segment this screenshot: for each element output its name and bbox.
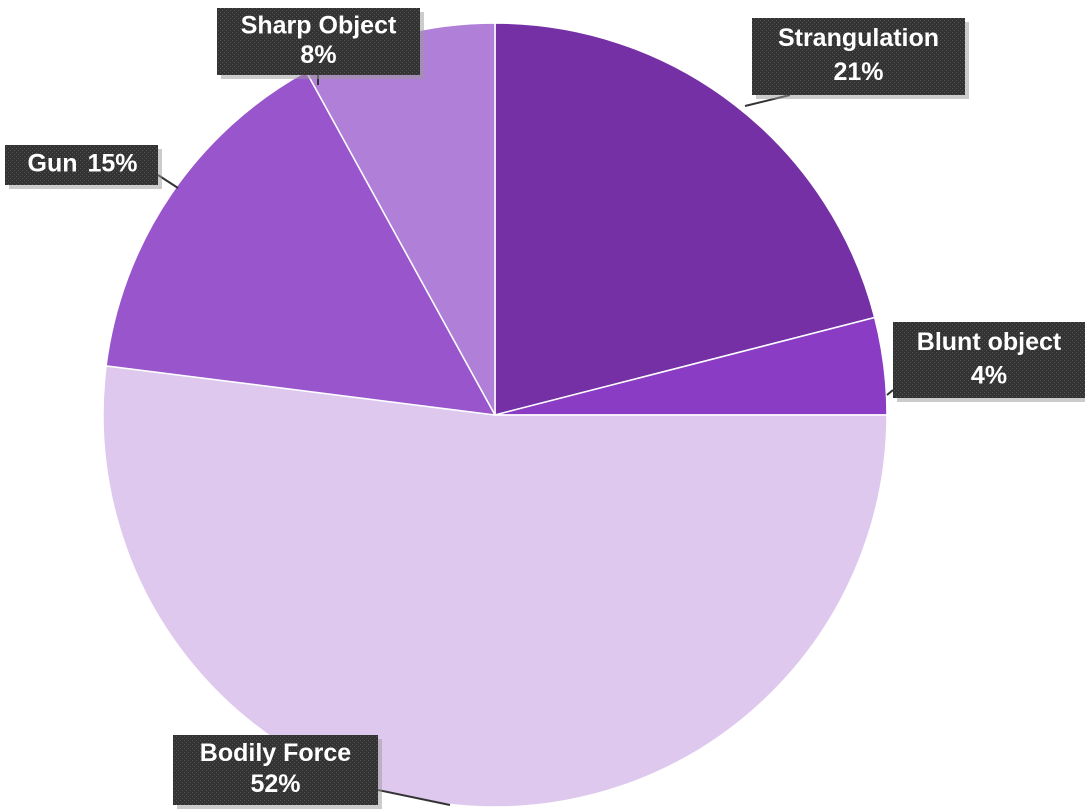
pie-slice xyxy=(105,70,497,416)
label-box xyxy=(173,735,378,805)
leader-line xyxy=(377,789,451,806)
slice-label: Sharp Object xyxy=(241,11,397,39)
pie-slice xyxy=(102,365,888,808)
label-box xyxy=(752,18,965,95)
label-box xyxy=(893,322,1085,398)
slice-value-label: 4% xyxy=(971,361,1007,389)
slice-label: Blunt object xyxy=(917,328,1062,356)
leader-line xyxy=(886,389,894,396)
label-box xyxy=(217,8,420,75)
slice-value-label: 8% xyxy=(300,41,336,69)
slice-value-label: 15% xyxy=(88,150,138,178)
pie-slice xyxy=(494,22,876,416)
slice-label: Strangulation xyxy=(778,24,939,52)
slice-label: Gun xyxy=(28,150,78,178)
slice-value-label: 52% xyxy=(250,770,300,798)
slice-value-label: 21% xyxy=(833,58,883,86)
label-box xyxy=(5,145,158,185)
slice-label: Bodily Force xyxy=(200,739,352,767)
